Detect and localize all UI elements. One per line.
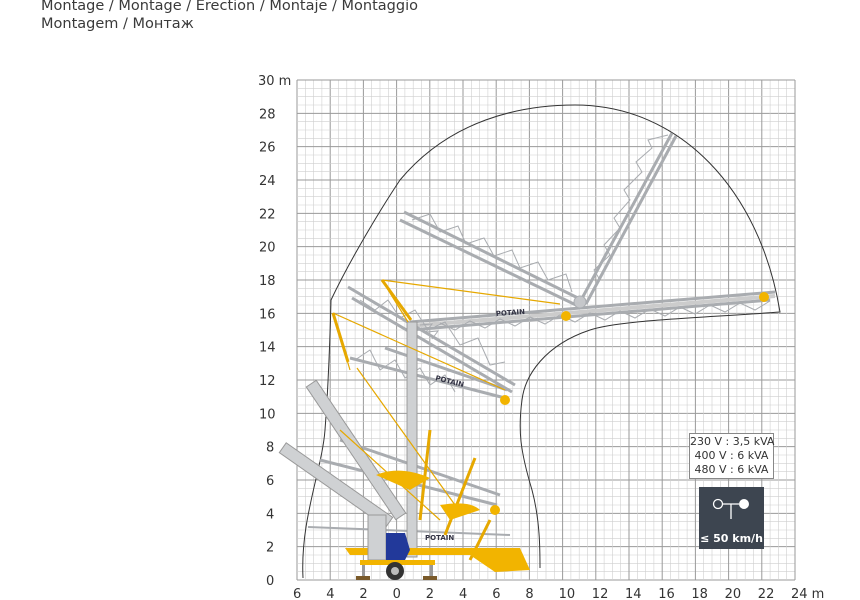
chassis <box>356 514 437 580</box>
y-tick-label: 28 <box>259 107 276 122</box>
y-tick-label: 24 <box>259 174 276 189</box>
x-tick-label: 2 <box>359 587 367 600</box>
power-line: 400 V : 6 kVA <box>694 449 769 462</box>
x-tick-label: 16 <box>658 587 675 600</box>
x-tick-label: 6 <box>293 587 301 600</box>
y-tick-label: 14 <box>259 341 276 356</box>
x-tick-label: 6 <box>492 587 500 600</box>
hook-blocks <box>490 292 769 515</box>
x-tick-label: 22 <box>758 587 775 600</box>
y-tick-label: 16 <box>259 307 276 322</box>
anemometer-icon <box>712 498 749 519</box>
x-tick-label: 10 <box>559 587 576 600</box>
y-tick-label: 26 <box>259 141 276 156</box>
mast <box>278 321 418 558</box>
x-tick-label: 4 <box>326 587 334 600</box>
y-tick-label: 12 <box>259 374 276 389</box>
brand-label: POTAIN <box>425 534 454 542</box>
power-requirements: 230 V : 3,5 kVA 400 V : 6 kVA 480 V : 6 … <box>689 433 774 479</box>
x-tick-label: 24 m <box>791 587 824 600</box>
y-tick-label: 6 <box>266 474 274 489</box>
x-tick-label: 0 <box>393 587 401 600</box>
power-line: 480 V : 6 kVA <box>694 463 769 476</box>
y-tick-label: 8 <box>266 441 274 456</box>
wind-limit-panel: ≤ 50 km/h <box>699 487 764 549</box>
brand-label: POTAIN <box>435 374 465 389</box>
wind-speed-limit: ≤ 50 km/h <box>700 532 763 545</box>
page-subtitle: Montagem / Монтаж <box>41 16 194 32</box>
y-tick-label: 4 <box>266 507 274 522</box>
axis-ticks: 6 4 2 0 2 4 6 8 10 12 14 16 18 20 22 24 m02468101214161… <box>258 74 824 600</box>
y-tick-label: 18 <box>259 274 276 289</box>
x-tick-label: 14 <box>625 587 642 600</box>
x-tick-label: 20 <box>725 587 742 600</box>
brand-label: POTAIN <box>496 308 526 318</box>
y-tick-label: 22 <box>259 207 276 222</box>
x-tick-label: 4 <box>459 587 467 600</box>
x-tick-label: 12 <box>592 587 609 600</box>
x-tick-label: 18 <box>691 587 708 600</box>
x-tick-label: 2 <box>426 587 434 600</box>
jib-tilted-up <box>399 132 678 309</box>
page-title: Montage / Montage / Erection / Montaje /… <box>41 0 418 14</box>
y-tick-label: 0 <box>266 574 274 589</box>
y-tick-label: 20 <box>259 241 276 256</box>
y-tick-label: 10 <box>259 407 276 422</box>
x-tick-label: 8 <box>525 587 533 600</box>
erection-envelope-curve <box>302 104 781 579</box>
power-line: 230 V : 3,5 kVA <box>690 435 775 448</box>
y-tick-label: 2 <box>266 541 274 556</box>
y-tick-label: 30 m <box>258 74 291 89</box>
